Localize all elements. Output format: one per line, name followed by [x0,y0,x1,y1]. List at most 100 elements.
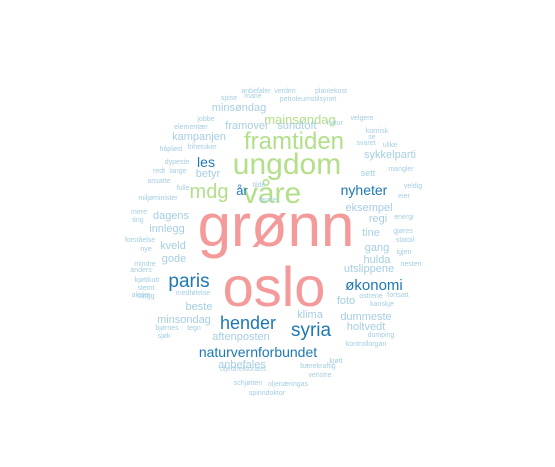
word-35: klima [297,309,324,321]
word-54: svaret [356,140,375,147]
word-72: forståelse [125,236,155,244]
word-96: oljenæringas [268,381,309,388]
word-41: verden [274,88,296,95]
word-15: minsøndag [212,102,266,114]
word-60: ansatte [148,178,171,185]
word-27: gang [365,242,389,254]
word-34: minsondag [157,314,211,326]
word-93: oljedirektoratet [220,366,266,373]
word-78: kjøttkutt [135,277,160,284]
word-1: oslo [223,255,326,318]
word-74: igjen [397,249,412,256]
word-86: dumping [368,332,395,339]
word-88: tegn [187,325,201,332]
word-5: mdg [190,181,229,203]
word-4: våre [243,177,301,210]
word-71: statoil [396,237,415,244]
word-55: ulike [383,142,398,149]
word-40: anbefaler [241,88,271,95]
word-8: hender [220,313,276,333]
word-14: år [236,183,248,198]
word-68: ting [132,217,143,224]
word-97: spinndoktor [249,390,286,397]
word-0: grønn [198,192,355,259]
word-90: kontrollorgan [346,341,387,348]
word-62: miljøminister [138,195,178,202]
word-58: redt [153,168,165,175]
word-84: ostrene [359,293,382,300]
word-67: mere [131,209,147,216]
word-42: plantekost [315,88,347,95]
word-64: eier [398,193,410,200]
word-43: spise [221,95,237,102]
word-36: dummeste [340,311,391,323]
word-26: tine [362,227,380,239]
word-50: håpløst [160,145,183,153]
word-32: beste [186,301,213,313]
word-56: dypeste [165,159,190,166]
word-87: bjørnes [155,325,179,332]
word-20: sykkelparti [364,149,416,161]
word-57: mangler [388,166,414,173]
word-23: regi [369,213,387,225]
word-76: anders [130,267,152,274]
word-19: betyr [196,168,221,180]
word-79: stemt [137,285,154,292]
word-53: se [368,134,376,141]
word-21: sett [361,168,376,178]
word-28: kveld [160,240,186,252]
word-52: kornisk [366,128,389,135]
word-16: framover [225,120,269,132]
word-30: gode [162,253,186,265]
word-3: framtiden [244,128,344,155]
word-38: aftenposten [212,331,270,343]
word-45: petroleumstilsynet [280,96,336,103]
word-37: holtvedt [347,321,386,333]
word-69: energi [394,214,414,221]
word-7: paris [168,271,209,292]
word-83: fortsatt [387,292,408,299]
word-65: landet [259,197,278,204]
word-44: marie [244,93,262,100]
word-2: ungdom [233,148,341,181]
word-85: kanskje [370,301,394,308]
word-46: jobbe [196,116,214,123]
word-70: gjøres [393,228,413,235]
word-77: nesten [400,261,421,268]
word-49: elementær [174,124,208,131]
word-47: natur [327,120,344,127]
word-51: frihetoker [187,144,217,151]
word-12: nyheter [341,182,388,198]
word-82: blogg [137,293,154,300]
word-61: veldig [404,183,422,190]
word-11: økonomi [345,277,403,294]
word-94: venstre [309,372,332,379]
word-13: les [197,154,215,170]
word-48: velgere [351,115,374,122]
word-81: medfølelse [176,290,210,297]
word-95: schjøtten [234,380,263,387]
word-18: kampanjen [172,131,226,143]
word-33: foto [337,295,355,307]
word-24: dagens [153,210,190,222]
word-89: sjøk [158,333,171,340]
word-25: innlegg [149,223,184,235]
word-92: bærekraftig [300,363,336,370]
word-59: lange [169,168,186,175]
word-17: sundtoft [277,120,316,132]
word-29: hulda [364,254,392,266]
word-39: anbefales [218,359,266,371]
word-6: mainsøndag [264,112,336,127]
word-10: naturvernforbundet [199,344,317,360]
word-22: eksempel [345,202,392,214]
word-63: fulle [177,185,190,192]
word-73: nye [140,246,151,253]
word-91: kjøtt [329,358,342,365]
word-75: mindre [134,261,156,268]
word-66: tilde [253,182,266,189]
word-9: syria [291,320,332,341]
word-31: utslippene [344,263,394,275]
word-80: aksjer [132,292,151,299]
